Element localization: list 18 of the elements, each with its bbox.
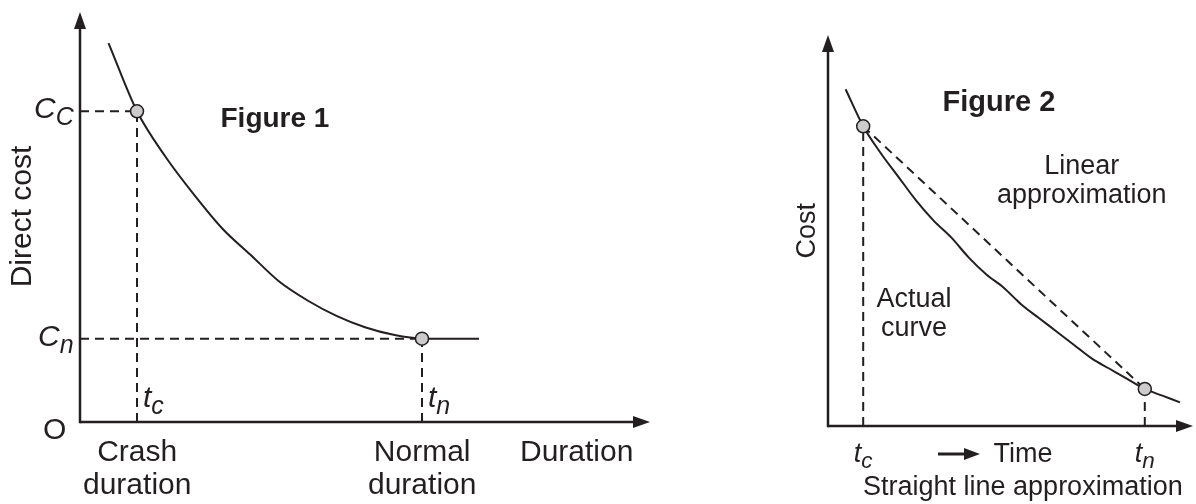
y-axis-title: Cost xyxy=(790,203,822,259)
y-axis-title: Direct cost xyxy=(4,145,38,287)
x-axis-title: Time xyxy=(993,438,1053,469)
chart-title: Figure 2 xyxy=(942,85,1056,118)
annotation: t$_{n}$ xyxy=(428,380,451,420)
text: Straight line approximation xyxy=(863,471,1183,502)
x-tick-label: Crash duration xyxy=(83,434,192,500)
x-axis-title: Duration xyxy=(520,434,634,467)
x-tick-label: t$_{n}$ xyxy=(1134,438,1155,474)
ref-line-label: t$_{c}$ xyxy=(143,380,164,420)
series-label: Actual curve xyxy=(876,282,952,343)
series-label: Linear approximation xyxy=(997,149,1167,210)
text: Figure 1 xyxy=(220,101,330,134)
x-tick-label: t$_{c}$ xyxy=(853,438,873,474)
ref-line-label: C$_{C}$ xyxy=(34,91,74,131)
text: O xyxy=(43,411,67,445)
x-tick-label: Normal duration xyxy=(368,434,477,500)
ref-line-label: C$_{n}$ xyxy=(38,318,74,359)
